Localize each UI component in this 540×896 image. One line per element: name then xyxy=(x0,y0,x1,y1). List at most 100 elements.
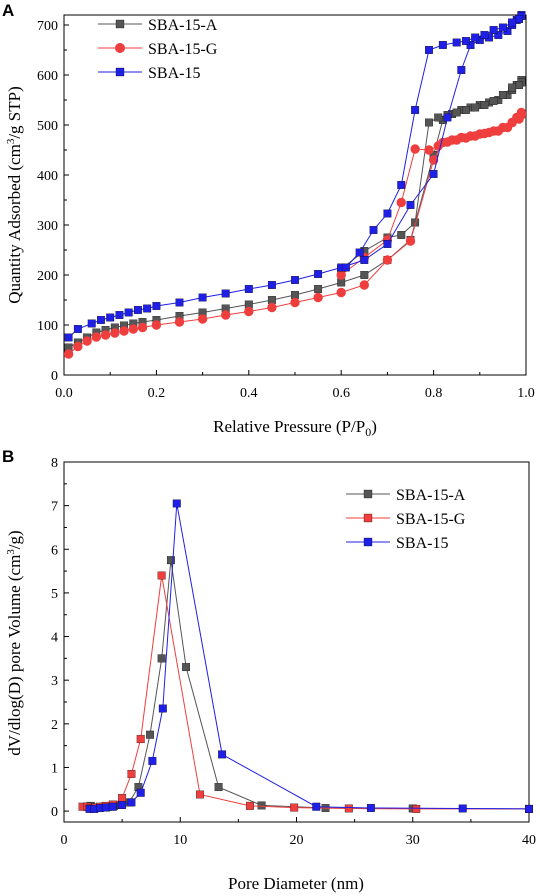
data-point xyxy=(397,181,406,189)
y-tick-label: 1 xyxy=(51,761,58,776)
data-point xyxy=(461,37,470,45)
panel-b-y-axis-title: dV/dlog(D) pore Volume (cm3/g) xyxy=(5,530,24,755)
y-tick-label: 2 xyxy=(51,718,58,733)
data-point xyxy=(397,231,406,239)
data-point xyxy=(515,81,524,89)
data-point xyxy=(267,296,276,304)
panel-a-legend: SBA-15-A SBA-15-G SBA-15 xyxy=(98,17,218,82)
data-point xyxy=(101,803,110,812)
data-point xyxy=(100,330,111,340)
legend-label: SBA-15-A xyxy=(396,487,466,504)
legend-label: SBA-15-G xyxy=(148,41,218,58)
legend-entry: SBA-15-A xyxy=(346,487,466,504)
data-point xyxy=(119,326,129,336)
legend-label: SBA-15 xyxy=(148,65,200,82)
series-SBA-15 xyxy=(64,11,526,342)
data-point xyxy=(360,271,369,279)
data-point xyxy=(87,319,96,328)
data-point xyxy=(479,128,490,139)
data-point xyxy=(434,113,443,122)
legend-entry: SBA-15-G xyxy=(98,41,218,58)
data-point xyxy=(336,287,346,298)
data-point xyxy=(424,145,434,155)
data-point xyxy=(246,801,254,810)
data-point xyxy=(341,263,350,272)
data-point xyxy=(244,306,254,317)
data-point xyxy=(498,91,507,99)
data-point xyxy=(290,803,299,812)
legend-entry: SBA-15-G xyxy=(346,511,466,528)
data-point xyxy=(133,306,142,314)
y-tick-label: 8 xyxy=(51,456,58,471)
data-point xyxy=(355,248,364,257)
x-tick-label: 1.0 xyxy=(517,386,535,401)
y-tick-label: 500 xyxy=(37,119,58,134)
legend-entry: SBA-15 xyxy=(346,535,448,552)
data-point xyxy=(127,798,136,807)
data-point xyxy=(396,197,406,208)
legend-marker xyxy=(363,537,373,547)
data-point xyxy=(359,280,369,290)
data-point xyxy=(221,289,230,298)
data-point xyxy=(244,285,253,293)
y-tick-label: 5 xyxy=(51,587,58,602)
data-point xyxy=(157,571,166,580)
panel-a-y-axis-title: Quantity Adsorbed (cm3/g STP) xyxy=(5,86,24,304)
data-point xyxy=(290,297,300,308)
y-tick-label: 700 xyxy=(37,19,58,34)
data-point xyxy=(425,118,433,127)
data-point xyxy=(172,499,181,508)
legend-entry: SBA-15 xyxy=(98,65,200,82)
legend-label: SBA-15-G xyxy=(396,511,466,528)
y-tick-label: 4 xyxy=(51,631,58,646)
data-point xyxy=(471,103,480,112)
legend-marker xyxy=(363,489,373,499)
y-tick-label: 600 xyxy=(37,69,58,84)
data-point xyxy=(337,278,346,287)
data-point xyxy=(498,122,508,133)
data-point xyxy=(91,332,102,342)
data-point xyxy=(175,298,184,307)
x-tick-label: 0.6 xyxy=(332,386,350,401)
legend-label: SBA-15-A xyxy=(148,17,218,34)
data-point xyxy=(411,106,420,114)
x-tick-label: 20 xyxy=(290,833,304,848)
data-point xyxy=(151,320,162,330)
data-point xyxy=(458,804,467,813)
data-point xyxy=(313,292,323,303)
series-SBA-15-A xyxy=(83,556,533,813)
data-point xyxy=(221,310,231,320)
data-point xyxy=(312,802,321,811)
data-point xyxy=(425,46,433,54)
data-point xyxy=(498,23,507,32)
data-point xyxy=(494,31,503,39)
data-point xyxy=(461,106,470,114)
data-point xyxy=(146,730,154,739)
legend-marker xyxy=(115,43,125,53)
data-point xyxy=(128,324,139,334)
y-tick-label: 400 xyxy=(37,169,58,184)
x-tick-label: 0.2 xyxy=(148,386,166,401)
y-tick-label: 200 xyxy=(37,269,58,284)
data-point xyxy=(452,135,462,145)
data-point xyxy=(314,270,323,278)
data-point xyxy=(158,704,167,713)
data-point xyxy=(428,155,439,165)
data-point xyxy=(118,801,127,809)
panel-a-letter: A xyxy=(2,1,14,20)
data-point xyxy=(73,341,83,352)
data-point xyxy=(291,276,299,284)
data-point xyxy=(369,226,378,234)
legend-marker xyxy=(363,513,373,523)
data-point xyxy=(137,322,148,333)
series-line xyxy=(87,560,530,810)
data-point xyxy=(443,113,452,122)
data-point xyxy=(366,804,375,812)
panel-b-letter: B xyxy=(2,447,14,466)
data-point xyxy=(148,756,157,765)
data-point xyxy=(360,256,369,264)
data-point xyxy=(73,325,82,333)
x-tick-label: 0.4 xyxy=(240,386,258,401)
data-point xyxy=(197,314,208,324)
